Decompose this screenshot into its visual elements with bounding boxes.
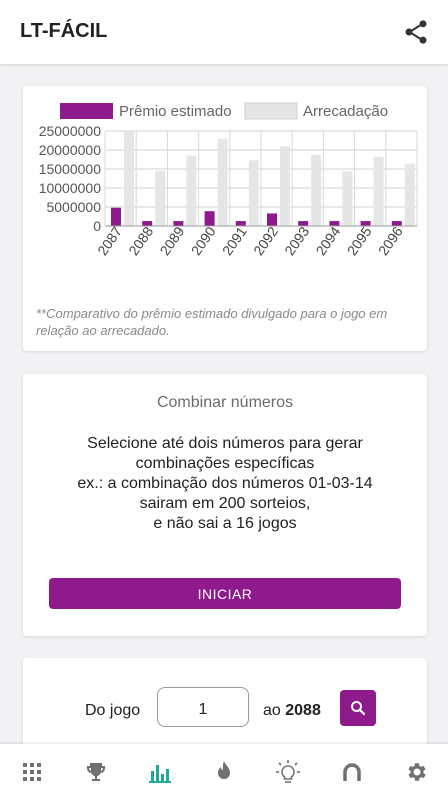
lightbulb-icon [276, 760, 300, 783]
nav-item-hot-numbers[interactable] [192, 744, 256, 800]
combine-description-line: Selecione até dois números para gerar [87, 435, 363, 452]
search-icon [351, 701, 366, 716]
bar-collected-2090 [217, 138, 228, 226]
x-tick-label-2094: 2094 [312, 223, 343, 258]
grid-icon [23, 763, 41, 781]
y-tick-label: 10000000 [39, 180, 102, 196]
x-tick-label-2090: 2090 [188, 223, 219, 258]
chart-note: **Comparativo do prêmio estimado divulga… [36, 306, 388, 338]
app-title: LT-FÁCIL [20, 20, 108, 42]
range-card: Do jogo ao 2088 [23, 658, 427, 758]
y-tick-label: 15000000 [39, 161, 102, 177]
bar-estimated-2087 [111, 207, 121, 226]
legend-swatch-collected [244, 102, 298, 120]
x-tick-label-2093: 2093 [281, 223, 312, 258]
bar-collected-2094 [342, 171, 353, 226]
bar-estimated-2093 [298, 221, 309, 226]
x-tick-label-2092: 2092 [250, 223, 281, 258]
prize-comparison-chart: Prêmio estimado Arrecadação 25000000 200000… [39, 102, 418, 258]
bar-estimated-2096 [391, 221, 402, 226]
nav-item-statistics[interactable] [128, 744, 192, 800]
fire-icon [218, 761, 230, 779]
legend-label-estimated: Prêmio estimado [119, 103, 232, 120]
range-to-value: 2088 [285, 702, 321, 719]
y-tick-label: 0 [93, 218, 101, 234]
bar-collected-2095 [373, 156, 384, 226]
bar-estimated-2089 [173, 221, 184, 226]
nav-item-luck[interactable] [320, 744, 384, 800]
x-tick-label-2095: 2095 [344, 223, 375, 258]
app-bar: LT-FÁCIL [0, 0, 448, 64]
bar-estimated-2090 [204, 211, 215, 226]
nav-item-tips[interactable] [256, 744, 320, 800]
nav-item-settings[interactable] [384, 744, 448, 800]
bar-collected-2091 [248, 160, 259, 226]
y-tick-label: 25000000 [39, 123, 102, 139]
range-to-label: ao [263, 702, 281, 719]
search-button[interactable] [340, 690, 376, 726]
x-tick-label-2096: 2096 [375, 223, 406, 258]
bar-collected-2096 [404, 163, 415, 226]
range-to-text: ao 2088 [263, 702, 321, 720]
nav-item-games[interactable] [0, 744, 64, 800]
x-tick-label-2089: 2089 [156, 223, 187, 258]
bottom-navigation [0, 744, 448, 800]
y-tick-label: 5000000 [46, 199, 101, 215]
bar-collected-2088 [155, 170, 166, 226]
range-from-input[interactable] [157, 687, 249, 727]
range-from-label: Do jogo [85, 702, 141, 719]
bar-estimated-2094 [329, 221, 340, 226]
bar-collected-2093 [311, 154, 322, 226]
gear-icon [408, 763, 426, 781]
combine-description-line: combinações específicas [135, 455, 315, 472]
bar-collected-2092 [280, 146, 290, 226]
share-icon [405, 20, 427, 44]
combine-title: Combinar números [156, 394, 294, 411]
combine-description: Selecione até dois números para gerar co… [23, 434, 427, 534]
horseshoe-icon [343, 763, 361, 781]
bar-estimated-2095 [360, 221, 371, 226]
bar-estimated-2088 [142, 221, 153, 226]
x-tick-label-2088: 2088 [125, 223, 156, 258]
start-button[interactable]: INICIAR [49, 578, 401, 609]
combine-card: Combinar números Selecione até dois núme… [23, 374, 427, 636]
combine-description-line: sairam em 200 sorteios, [139, 495, 311, 512]
bar-collected-2087 [124, 131, 134, 226]
legend-label-collected: Arrecadação [303, 103, 388, 120]
combine-description-line: e não sai a 16 jogos [153, 515, 297, 532]
bar-estimated-2092 [267, 213, 277, 226]
bar-collected-2089 [186, 155, 197, 226]
legend-swatch-estimated [60, 103, 113, 119]
share-button[interactable] [402, 18, 430, 46]
combine-description-line: ex.: a combinação dos números 01-03-14 [77, 475, 373, 492]
y-tick-label: 20000000 [39, 142, 102, 158]
bar-chart-icon [149, 765, 171, 783]
trophy-icon [87, 763, 105, 781]
chart-card: Prêmio estimado Arrecadação 25000000 200000… [23, 86, 427, 351]
nav-item-results[interactable] [64, 744, 128, 800]
bar-estimated-2091 [235, 221, 246, 226]
x-tick-label-2091: 2091 [219, 223, 250, 258]
